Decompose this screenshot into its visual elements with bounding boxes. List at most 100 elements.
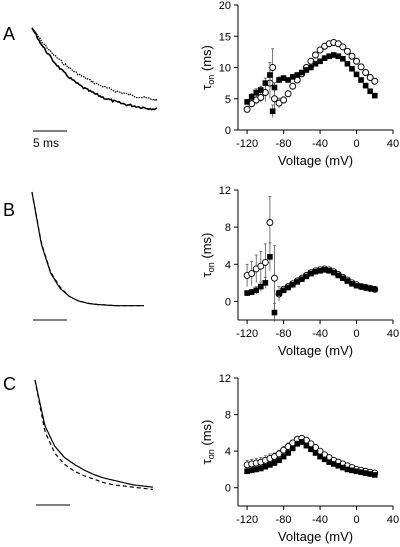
x-tick-label: 0	[353, 328, 359, 340]
data-point-filled-square	[294, 441, 301, 447]
trace-noisy-solid	[31, 27, 158, 111]
x-tick-label: -40	[312, 138, 328, 150]
trace-dashed	[34, 379, 154, 490]
y-label-unit: (ms)	[199, 233, 214, 263]
trace-dashed	[31, 191, 144, 307]
tau-plot-a: 0 5 10 15 20 -120 -80 -40 0 40 Voltage (mV) τon (ms…	[199, 0, 399, 168]
y-tick-label: 0	[225, 125, 231, 137]
trace-panel-b	[31, 191, 144, 307]
data-point-filled-square	[271, 84, 278, 91]
data-point-filled-square	[330, 52, 337, 58]
x-tick-label: 40	[387, 138, 399, 150]
tau-plot-c: 0 4 8 12 -120 -80 -40 0 40 Voltage (mV) τon (ms)	[199, 373, 399, 544]
data-point-open-circle	[257, 262, 265, 270]
data-point-open-circle	[353, 57, 360, 65]
x-tick-label: 40	[387, 514, 399, 526]
data-point-open-circle	[280, 96, 288, 104]
data-point-filled-square	[308, 446, 314, 453]
data-point-filled-square	[321, 267, 328, 273]
data-point-filled-square	[317, 267, 323, 274]
data-point-filled-square	[303, 67, 310, 73]
data-point-open-circle	[371, 77, 379, 85]
data-point-filled-square	[280, 287, 287, 294]
x-tick-label: -80	[276, 138, 292, 150]
data-point-filled-square	[308, 64, 314, 71]
data-point-filled-square	[344, 60, 351, 67]
trace-solid	[34, 379, 154, 488]
y-label-unit: (ms)	[199, 45, 214, 75]
trace-panel-c	[34, 379, 154, 490]
data-point-open-circle	[275, 99, 283, 107]
data-point-filled-square	[362, 470, 369, 476]
data-point-filled-square	[267, 72, 273, 78]
x-tick-label: 40	[387, 328, 399, 340]
data-point-filled-square	[349, 467, 355, 474]
data-point-filled-square	[326, 459, 332, 465]
data-point-filled-square	[349, 65, 355, 72]
data-point-open-circle	[334, 40, 342, 48]
data-point-filled-square	[353, 71, 360, 78]
data-point-filled-square	[267, 462, 273, 468]
data-point-open-circle	[261, 258, 269, 266]
y-axis-label: τon (ms)	[199, 420, 216, 465]
y-tick-label: 8	[225, 410, 231, 422]
y-tick-label: 0	[225, 483, 231, 495]
trace-noisy-dotted	[31, 27, 158, 102]
x-tick-label: -40	[312, 328, 328, 340]
data-point-filled-square	[244, 290, 250, 296]
data-point-open-circle	[266, 219, 274, 226]
x-tick-label: 0	[353, 514, 359, 526]
y-label-subscript: on	[206, 75, 216, 85]
data-point-filled-square	[276, 290, 282, 296]
data-point-filled-square	[362, 82, 369, 89]
y-tick-label: 15	[219, 31, 231, 43]
data-point-filled-square	[289, 74, 296, 80]
y-tick-label: 20	[219, 0, 231, 12]
data-point-filled-square	[253, 287, 260, 294]
data-point-filled-square	[335, 272, 342, 279]
panel-label-c: C	[3, 374, 16, 394]
data-point-filled-square	[312, 450, 319, 456]
x-tick-label: -40	[312, 514, 328, 526]
data-point-filled-square	[353, 282, 360, 289]
data-point-open-circle	[366, 74, 374, 81]
data-point-filled-square	[299, 439, 305, 445]
data-point-filled-square	[253, 466, 260, 473]
data-point-filled-square	[362, 284, 369, 291]
x-tick-label: -120	[236, 514, 258, 526]
y-axis-label: τon (ms)	[199, 45, 216, 90]
x-tick-label: 0	[353, 138, 359, 150]
trace-panel-a	[31, 27, 158, 111]
y-label-unit: (ms)	[199, 420, 214, 450]
data-point-filled-square	[253, 89, 260, 96]
x-tick-label: -80	[276, 328, 292, 340]
data-point-filled-square	[248, 94, 255, 100]
panel-label-a: A	[3, 24, 15, 44]
x-tick-label: -120	[236, 328, 258, 340]
scale-bar-label: 5 ms	[33, 136, 59, 150]
data-point-filled-square	[276, 457, 282, 464]
y-label-subscript: on	[206, 449, 216, 459]
x-axis-label: Voltage (mV)	[278, 529, 353, 544]
data-point-filled-square	[280, 75, 287, 81]
data-point-filled-square	[317, 453, 323, 460]
data-point-filled-square	[244, 468, 250, 475]
data-point-open-circle	[343, 47, 351, 55]
data-point-open-circle	[257, 94, 265, 101]
tau-plot-b: 0 4 8 12 -120 -80 -40 0 40 Voltage (mV) τon (ms)	[199, 185, 399, 358]
data-point-filled-square	[358, 469, 364, 475]
data-point-filled-square	[248, 467, 255, 474]
data-point-filled-square	[371, 472, 378, 478]
data-point-open-circle	[362, 69, 370, 76]
data-point-filled-square	[340, 55, 346, 62]
data-point-filled-square	[326, 53, 332, 60]
data-point-filled-square	[285, 450, 291, 456]
data-point-open-circle	[269, 64, 277, 71]
y-label-symbol: τ	[199, 84, 214, 90]
data-point-filled-square	[371, 92, 378, 99]
data-point-filled-square	[326, 267, 332, 274]
data-point-filled-square	[289, 281, 296, 288]
trace-solid	[31, 191, 144, 307]
data-point-filled-square	[262, 80, 269, 86]
data-point-filled-square	[335, 53, 342, 60]
